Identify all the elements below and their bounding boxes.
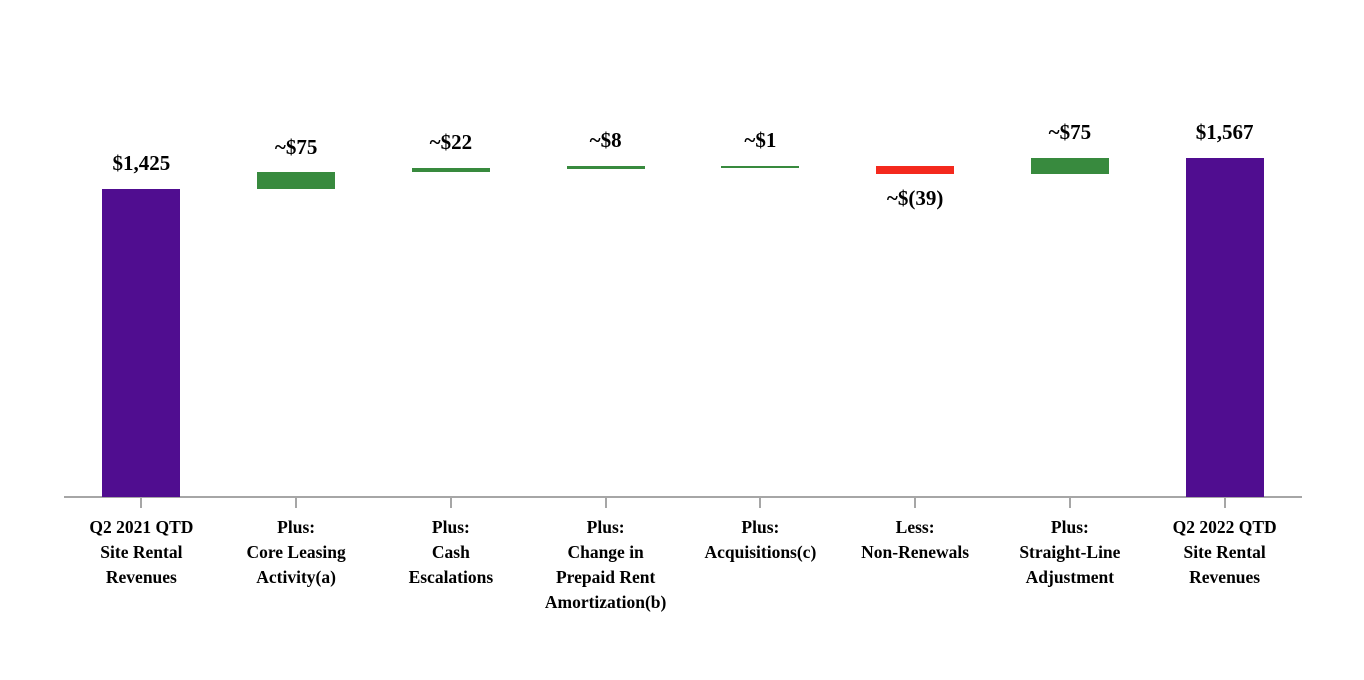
waterfall-bar-increase [566,166,645,169]
x-axis-tick [1068,497,1071,508]
category-label: Plus: Change in Prepaid Rent Amortizatio… [544,517,667,612]
waterfall-bar-total [1185,158,1264,497]
value-label: ~$(39) [886,186,944,211]
waterfall-bar-increase [411,167,490,173]
waterfall-bar-increase [1030,158,1109,175]
x-axis-line [64,496,1302,498]
x-axis-tick [295,497,298,508]
value-label: $1,567 [1195,120,1254,144]
x-axis-tick [140,497,143,508]
category-label: Plus: Core Leasing Activity(a) [246,517,346,587]
category-label: Q2 2022 QTD Site Rental Revenues [1172,517,1277,587]
waterfall-bar-total [102,188,181,497]
category-label: Plus: Straight-Line Adjustment [1019,517,1121,587]
x-axis-tick [449,497,452,508]
category-label: Plus: Acquisitions(c) [704,517,817,562]
x-axis-tick [604,497,607,508]
waterfall-bar-increase [257,172,336,189]
value-label: ~$8 [589,128,622,153]
category-label: Less: Non-Renewals [861,517,970,562]
category-label: Plus: Cash Escalations [408,517,494,587]
waterfall-bar-increase [721,165,800,169]
x-axis-tick [914,497,917,508]
value-label: ~$75 [274,134,318,159]
category-label: Q2 2021 QTD Site Rental Revenues [89,517,194,587]
x-axis-tick [1223,497,1226,508]
x-axis-tick [759,497,762,508]
value-label: ~$75 [1048,120,1092,144]
waterfall-bar-decrease [876,165,955,175]
value-label: ~$22 [429,129,473,154]
value-label: ~$1 [744,127,777,152]
value-label: $1,425 [112,150,171,175]
